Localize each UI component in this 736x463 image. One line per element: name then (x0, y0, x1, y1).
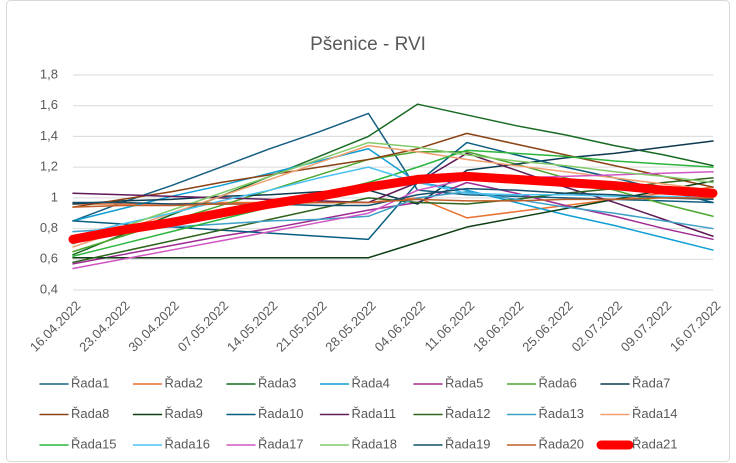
legend-label: Řada6 (539, 375, 577, 390)
legend-label: Řada17 (258, 436, 304, 451)
chart-title: Pšenice - RVI (310, 34, 426, 55)
legend-label: Řada15 (71, 436, 117, 451)
series-line (72, 187, 714, 207)
legend-label: Řada2 (165, 375, 203, 390)
legend-label: Řada21 (632, 436, 678, 451)
y-tick-label: 0,8 (40, 220, 58, 235)
series-line (72, 141, 714, 241)
y-tick-label: 1 (51, 189, 58, 204)
y-tick-label: 1,8 (40, 66, 58, 81)
legend-label: Řada7 (632, 375, 670, 390)
series-line (72, 141, 714, 245)
series-line (72, 132, 714, 208)
legend-label: Řada19 (445, 436, 491, 451)
legend-label: Řada13 (539, 406, 585, 421)
series-line (68, 171, 718, 244)
legend-label: Řada1 (71, 375, 109, 390)
legend-label: Řada11 (352, 406, 397, 421)
legend-label: Řada5 (445, 375, 483, 390)
chart-border (6, 0, 730, 462)
series-line (72, 197, 714, 208)
y-tick-label: 0,6 (40, 251, 58, 266)
legend-label: Řada14 (632, 406, 678, 421)
y-tick-label: 1,4 (40, 128, 58, 143)
legend-label: Řada16 (165, 436, 211, 451)
series-line (72, 140, 714, 205)
legend-label: Řada8 (71, 406, 109, 421)
series-line (72, 180, 714, 259)
legend-label: Řada20 (539, 436, 585, 451)
legend-label: Řada9 (165, 406, 203, 421)
legend-label: Řada18 (352, 436, 398, 451)
series-line (72, 171, 714, 270)
legend-label: Řada12 (445, 406, 491, 421)
series-line (72, 147, 714, 251)
legend-label: Řada10 (258, 406, 304, 421)
series-line (72, 190, 714, 233)
y-tick-label: 1,2 (40, 159, 58, 174)
y-tick-label: 1,6 (40, 97, 58, 112)
legend-label: Řada3 (258, 375, 296, 390)
series-line (72, 166, 714, 237)
y-tick-label: 0,4 (40, 281, 58, 296)
legend-label: Řada4 (352, 375, 390, 390)
